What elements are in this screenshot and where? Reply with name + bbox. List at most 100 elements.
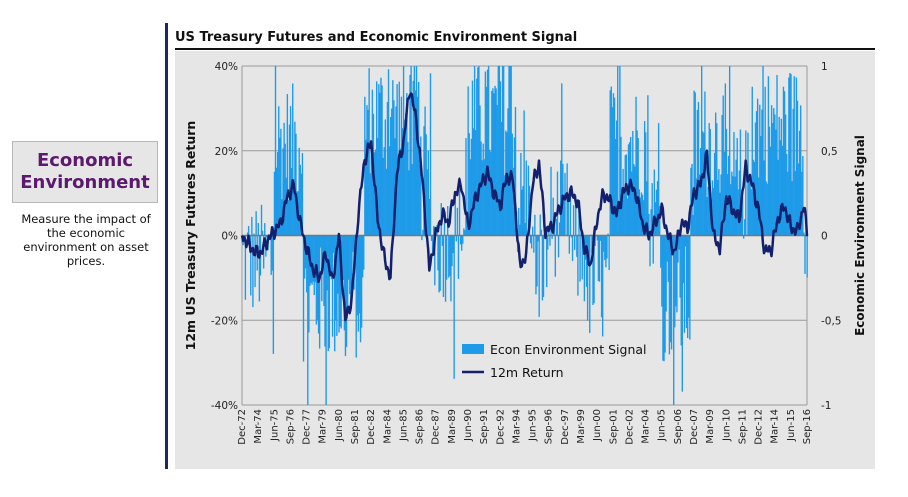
signal-bar [287,199,290,236]
signal-bar [441,235,444,246]
signal-bar [756,98,759,236]
x-tick-label: Mar-89 [447,409,458,444]
signal-bar [745,130,747,236]
y-tick-left: -40% [211,400,238,412]
signal-bar [529,235,532,244]
y-tick-right: 0,5 [821,146,838,158]
signal-bar [468,133,470,236]
signal-bar [550,166,552,236]
signal-bar [487,66,490,236]
y-tick-left: -20% [211,315,238,327]
signal-bar [748,180,750,236]
x-tick-label: Dec-97 [560,409,571,445]
signal-bar [300,173,303,236]
signal-bar [788,77,790,236]
signal-bar [779,140,781,236]
x-tick-label: Sep-86 [415,409,426,444]
signal-bar [458,177,461,236]
signal-bar [666,235,668,262]
signal-bar [434,235,436,286]
signal-bar [428,198,431,236]
signal-bar [782,86,785,236]
signal-bar [525,160,527,236]
signal-bar [480,141,482,236]
signal-bar [581,235,583,280]
signal-bar [284,143,286,236]
signal-bar [400,96,403,236]
signal-bar [571,235,574,261]
signal-bar [739,129,742,236]
signal-bar [600,235,603,318]
signal-bar [454,196,456,236]
signal-bar [252,235,254,308]
signal-bar [597,235,600,282]
signal-bar [775,129,777,236]
y-axis-label-right: Economic Environment Signal [853,135,867,336]
x-tick-label: Sep-11 [737,409,748,444]
signal-bar [409,74,411,236]
signal-bar [641,194,644,236]
signal-bar [705,165,707,236]
signal-bar [612,93,615,236]
signal-bar [689,235,691,340]
signal-bar [410,66,412,236]
signal-bar [537,235,539,242]
signal-bar [622,168,624,236]
signal-bar [437,235,439,271]
signal-bar [520,152,522,236]
signal-bar [521,189,523,236]
legend-label-signal: Econ Environment Signal [490,342,647,357]
signal-bar [796,100,799,236]
signal-bar [784,114,787,236]
signal-bar [538,235,540,317]
signal-bar [660,235,662,268]
signal-bar [414,90,417,236]
x-tick-label: Mar-74 [253,409,264,444]
signal-bar [735,159,737,236]
signal-bar [430,235,433,241]
sidebar-description: Measure the impact of the economic envir… [21,212,151,268]
signal-bar [527,165,530,236]
signal-bar [379,92,381,236]
signal-bar [542,235,545,297]
signal-bar [426,169,428,236]
signal-bar [680,235,682,346]
y-tick-left: 40% [215,61,238,73]
signal-bar [312,235,314,282]
signal-bar [618,201,620,236]
signal-bar [696,109,699,236]
signal-bar [632,130,634,236]
signal-bar [778,116,780,236]
x-tick-label: Sep-16 [802,409,813,444]
signal-bar [292,83,294,236]
signal-bar [547,235,549,250]
signal-bar [583,235,586,302]
signal-bar [794,170,796,236]
signal-bar [425,134,427,236]
signal-bar [806,235,808,278]
signal-bar [311,235,313,285]
signal-bar [464,230,466,236]
signal-bar [359,235,362,343]
signal-bar [803,232,805,236]
signal-bar [541,235,544,301]
signal-bar [721,115,723,236]
signal-bar [369,173,371,236]
signal-bar [318,235,321,349]
y-tick-right: 1 [821,61,828,73]
signal-bar [791,181,793,236]
signal-bar [445,235,448,280]
signal-bar [564,173,566,236]
signal-bar [420,136,422,236]
signal-bar [381,85,383,236]
signal-bar [391,108,393,236]
x-tick-label: Sep-76 [285,409,296,444]
signal-bar [719,192,721,236]
signal-bar [336,235,338,336]
signal-bar [512,167,515,236]
signal-bar [646,181,648,236]
signal-bar [676,235,678,313]
signal-bar [508,66,510,236]
signal-bar [328,235,331,349]
signal-bar [611,107,614,236]
